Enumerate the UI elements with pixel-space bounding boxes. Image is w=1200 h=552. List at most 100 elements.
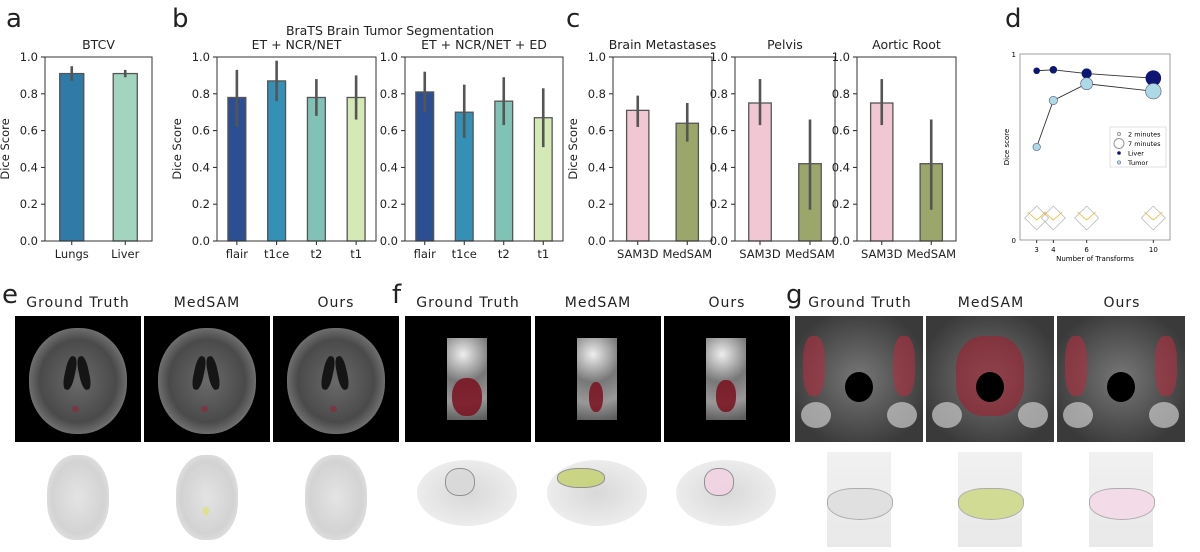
y-tick-label: 0.0 — [192, 234, 210, 248]
polyhedron-icon — [1044, 211, 1063, 221]
tumor-3d-render — [547, 460, 647, 526]
panel-label-b: b — [172, 4, 189, 34]
y-tick-label: 0.4 — [20, 160, 38, 174]
y-tick-label: 1.0 — [588, 50, 606, 64]
y-tick-label: 0.6 — [710, 124, 728, 138]
bar-SAM3D — [625, 109, 650, 242]
x-tick-label: MedSAM — [906, 247, 956, 261]
y-tick-label: 0.4 — [710, 160, 728, 174]
chart-title: Brain Metastases — [609, 37, 717, 52]
x-tick-label: Liver — [111, 247, 139, 261]
x-tick-label: 4 — [1051, 246, 1056, 254]
bar-t2 — [306, 96, 326, 242]
y-tick-label: 0.8 — [588, 87, 606, 101]
series-line-Tumor — [1036, 83, 1154, 148]
brain-3d-render — [47, 455, 109, 540]
panel-label-f: f — [392, 280, 402, 310]
y-tick-label: 0.0 — [710, 234, 728, 248]
point-Tumor — [1080, 77, 1093, 91]
column-title-medsam: MedSAM — [957, 295, 1025, 311]
bar-t1ce — [267, 80, 287, 242]
polyhedron-icon — [1074, 205, 1100, 231]
y-tick-label: 0.8 — [380, 87, 398, 101]
brain-mri-slice — [15, 316, 141, 442]
series-line-Liver — [1036, 69, 1154, 79]
x-tick-label: t1 — [350, 247, 362, 261]
y-tick-label: 1.0 — [832, 50, 850, 64]
axes-frame — [734, 56, 836, 242]
legend-marker — [1113, 138, 1125, 149]
kidney-ct-slice — [664, 316, 790, 442]
bar-flair — [415, 91, 435, 242]
legend-entry: 7 minutes — [1128, 140, 1161, 148]
y-axis-label: Dice Score — [0, 118, 12, 179]
y-tick-label: 0.2 — [710, 197, 728, 211]
x-tick-label: 6 — [1084, 246, 1089, 254]
charts-canvas: Lungs Liver 0.0 0.2 0.4 0.6 0.8 1.0 BTCV Dice Sco… — [0, 23, 1171, 263]
bar-Lungs — [59, 72, 85, 242]
axes-frame — [44, 56, 153, 242]
y-axis-label: Dice score — [1003, 129, 1011, 166]
polyhedron-icon — [1024, 205, 1050, 231]
x-tick-label: SAM3D — [861, 247, 903, 261]
y-tick-label: 1.0 — [710, 50, 728, 64]
x-tick-label: 10 — [1149, 246, 1158, 254]
pelvis-3d-render — [827, 452, 893, 547]
polyhedron-icon — [1077, 211, 1096, 221]
brain-mri-slice — [273, 316, 399, 442]
y-tick-label: 0.8 — [20, 87, 38, 101]
x-tick-label: t1ce — [452, 247, 477, 261]
y-tick-label: 0.6 — [192, 124, 210, 138]
x-tick-label: Lungs — [55, 247, 89, 261]
x-tick-label: t2 — [498, 247, 510, 261]
panel-label-c: c — [566, 4, 581, 34]
point-Liver — [1033, 67, 1040, 75]
brain-3d-render — [305, 455, 367, 540]
column-title-ours: Ours — [1103, 295, 1141, 311]
polyhedron-icon — [1144, 211, 1163, 221]
tumor-3d-render — [676, 460, 776, 526]
column-title-medsam: MedSAM — [173, 295, 241, 311]
polyhedron-icon — [1027, 211, 1046, 221]
point-Liver — [1049, 66, 1058, 74]
y-tick-label: 0.0 — [832, 234, 850, 248]
y-tick-label: 0.0 — [588, 234, 606, 248]
y-tick-label: 0.6 — [20, 124, 38, 138]
column-title-ours: Ours — [708, 295, 746, 311]
y-tick-label: 0.4 — [832, 160, 850, 174]
x-tick-label: flair — [226, 247, 248, 261]
y-tick-label: 0.0 — [380, 234, 398, 248]
chart-title: Pelvis — [767, 37, 803, 52]
y-tick-label: 0.8 — [832, 87, 850, 101]
legend-entry: Liver — [1128, 150, 1144, 158]
column-title-medsam: MedSAM — [564, 295, 632, 311]
y-tick-label: 0 — [1012, 237, 1016, 245]
y-tick-label: 0.6 — [380, 124, 398, 138]
y-tick-label: 1.0 — [192, 50, 210, 64]
column-title-ground-truth: Ground Truth — [26, 295, 130, 311]
axes-frame — [1019, 53, 1171, 241]
panel-label-a: a — [6, 4, 22, 34]
point-Tumor — [1145, 83, 1162, 100]
legend-marker — [1116, 160, 1122, 165]
y-tick-label: 0.2 — [192, 197, 210, 211]
point-Liver — [1081, 68, 1092, 79]
polyhedron-icon — [1040, 205, 1066, 231]
y-tick-label: 0.6 — [588, 124, 606, 138]
tumor-3d-render — [417, 460, 517, 526]
column-title-ours: Ours — [317, 295, 355, 311]
x-tick-label: SAM3D — [617, 247, 659, 261]
x-tick-label: 3 — [1034, 246, 1038, 254]
y-tick-label: 0.8 — [192, 87, 210, 101]
bar-Liver — [112, 72, 138, 242]
point-Tumor — [1048, 96, 1058, 106]
legend-entry: Tumor — [1127, 159, 1148, 167]
axes-frame — [404, 56, 564, 242]
chart-title: ET + NCR/NET + ED — [421, 37, 547, 52]
panel-label-g: g — [786, 280, 803, 310]
chart-title: Aortic Root — [872, 37, 941, 52]
pelvis-3d-render — [958, 452, 1024, 547]
polyhedron-icon — [1140, 205, 1166, 231]
x-tick-label: MedSAM — [662, 247, 712, 261]
